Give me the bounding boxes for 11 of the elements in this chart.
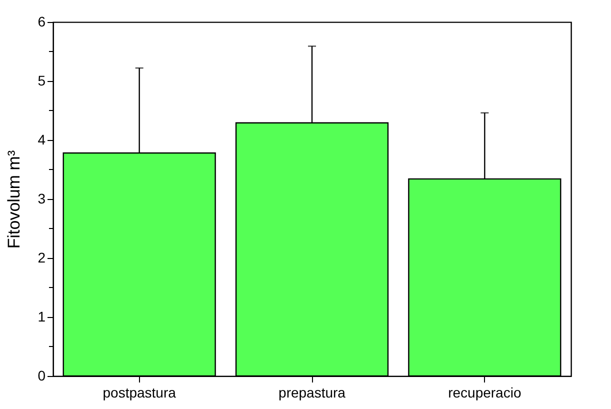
- y-tick-label: 1: [38, 308, 46, 324]
- y-tick-label: 6: [38, 14, 46, 30]
- x-tick-label: recuperacio: [448, 384, 522, 400]
- y-tick-label: 4: [38, 132, 46, 148]
- y-tick-label: 3: [38, 190, 46, 206]
- y-axis-title: Fitovolum m³: [4, 150, 24, 249]
- x-tick-label: postpastura: [102, 384, 176, 400]
- y-tick-label: 2: [38, 250, 46, 266]
- y-tick-label: 5: [38, 72, 46, 88]
- x-tick-label: prepastura: [278, 384, 346, 400]
- y-tick-label: 0: [38, 368, 46, 384]
